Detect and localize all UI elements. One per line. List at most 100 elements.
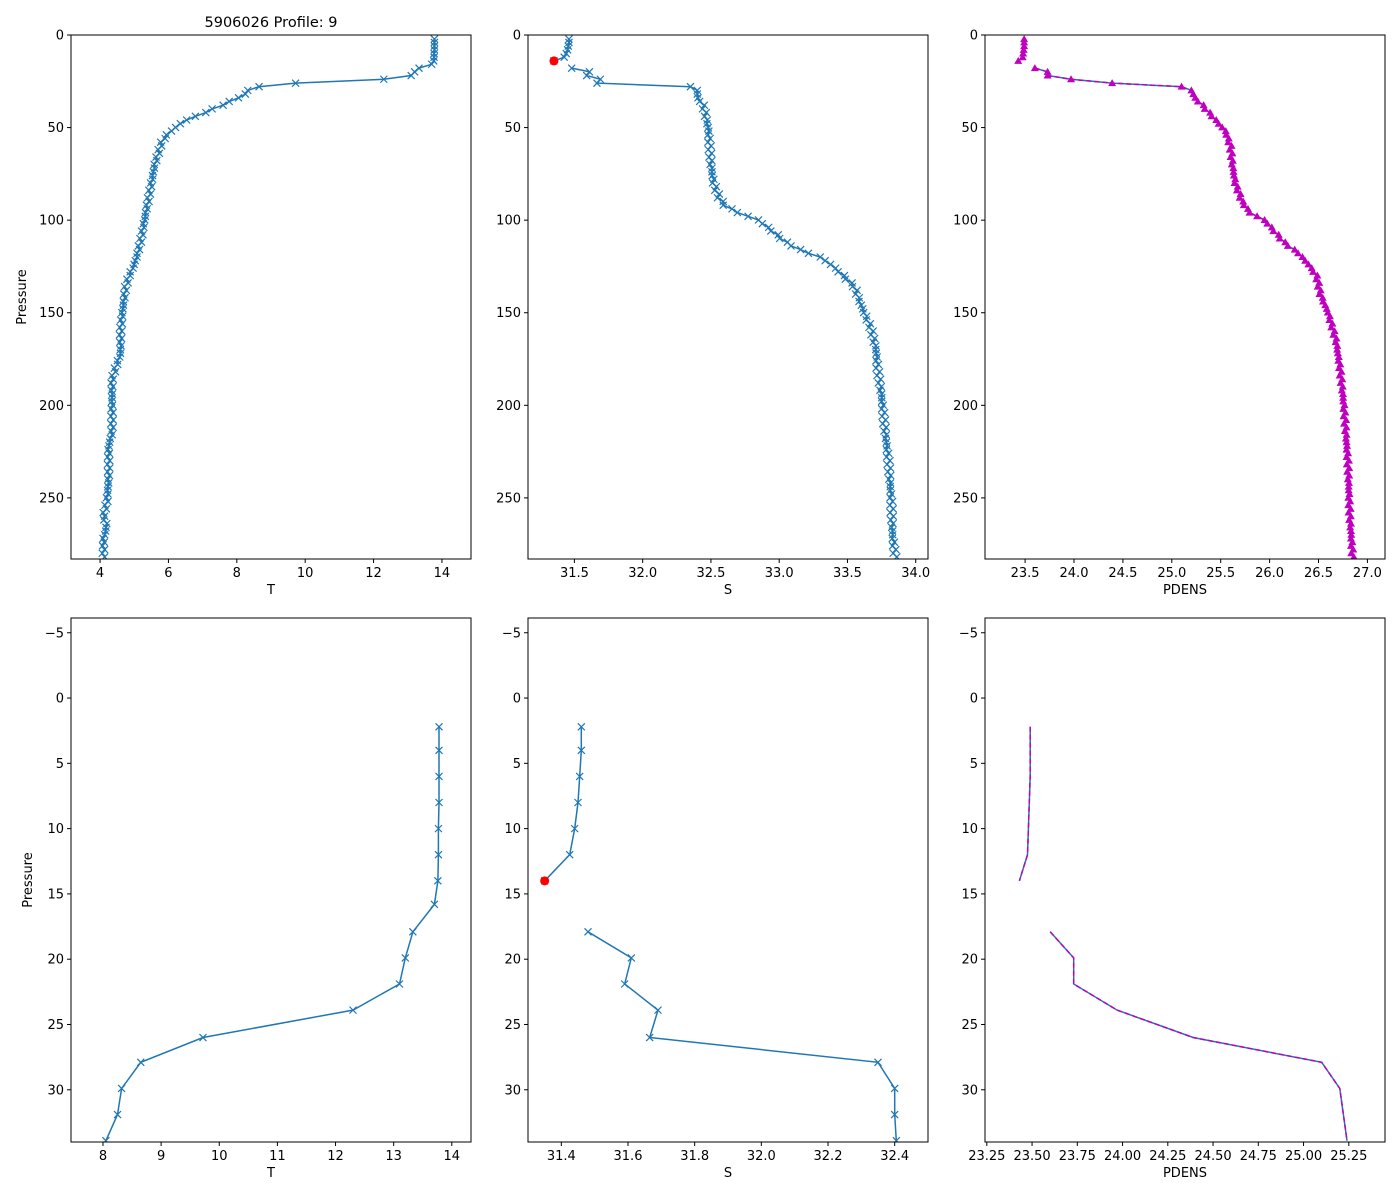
data-point-marker (700, 101, 709, 110)
y-tick-label: −5 (959, 626, 978, 641)
x-tick-label: 32.0 (747, 1149, 776, 1164)
axes-frame (70, 617, 472, 1143)
y-tick-label: 10 (961, 822, 978, 837)
x-tick-label: 23.75 (1059, 1149, 1096, 1164)
x-tick-label: 33.0 (765, 566, 794, 581)
y-tick-label: 10 (47, 822, 64, 837)
subplot-s-full: 31.5 32.0 32.5 33.0 33.5 34.0 0 50 100 150 200 250 S (496, 29, 930, 599)
series-line (1018, 726, 1031, 882)
data-point-marker (1269, 227, 1278, 235)
x-tick-label: 23.50 (1013, 1149, 1050, 1164)
data-point-marker (728, 204, 736, 213)
data-point-marker (700, 112, 709, 121)
x-tick-label: 10 (297, 566, 314, 581)
data-point-marker (1228, 156, 1237, 164)
data-point-marker (831, 264, 840, 273)
data-point-marker (1293, 249, 1302, 257)
y-tick-label: −5 (45, 626, 64, 641)
data-point-marker (877, 390, 886, 398)
data-point-marker (430, 49, 439, 58)
x-tick-label: 8 (233, 566, 241, 581)
data-point-marker (890, 538, 899, 547)
data-point-marker (775, 234, 784, 243)
y-tick-label: 0 (56, 692, 64, 707)
data-point-marker (1315, 290, 1324, 298)
x-tick-label: 25.00 (1285, 1149, 1322, 1164)
plot-area (549, 35, 901, 559)
data-point-marker (1344, 478, 1353, 486)
data-point-marker (109, 423, 118, 432)
data-point-marker (135, 245, 144, 254)
data-point-marker (1339, 393, 1348, 401)
data-point-marker (582, 71, 591, 80)
y-tick-label: 250 (39, 491, 64, 506)
y-tick-label: 15 (47, 887, 64, 902)
x-tick-label: 32.2 (814, 1149, 843, 1164)
data-point-marker (719, 197, 728, 206)
data-point-marker (105, 456, 114, 465)
data-point-marker (106, 412, 115, 421)
data-point-marker (379, 75, 388, 84)
x-tick-label: 24.0 (1060, 566, 1089, 581)
data-point-marker (869, 327, 878, 335)
plot-area (101, 722, 443, 1142)
data-point-marker (435, 746, 443, 755)
data-point-marker (103, 453, 112, 461)
data-point-marker (577, 746, 586, 755)
data-point-marker (1309, 267, 1318, 275)
data-point-marker (1221, 127, 1230, 135)
data-point-marker (1318, 293, 1327, 301)
data-point-marker (826, 260, 835, 269)
x-tick-label: 24.5 (1108, 566, 1137, 581)
data-point-marker (886, 471, 895, 480)
data-point-marker (1263, 219, 1272, 227)
x-tick-label: 32.4 (880, 1149, 909, 1164)
data-point-marker (834, 267, 842, 276)
data-point-marker (1207, 112, 1216, 120)
y-tick-label: 10 (504, 822, 521, 837)
data-point-marker (1339, 390, 1348, 398)
data-point-marker (882, 423, 891, 432)
data-point-marker (1214, 119, 1223, 127)
x-axis-label: S (724, 1166, 732, 1181)
x-tick-label: 34.0 (901, 566, 930, 581)
subplot-s-surface: 31.4 31.6 31.8 32.0 32.2 32.4 −5 0 5 10 15 20 25 30 S (502, 617, 929, 1181)
data-point-marker (1333, 341, 1342, 349)
data-point-marker (693, 86, 702, 95)
axes-frame (70, 34, 472, 560)
data-point-marker (107, 404, 116, 413)
data-point-marker (234, 93, 243, 102)
data-point-marker (115, 353, 124, 361)
data-point-marker (719, 201, 728, 210)
axes-frame (527, 617, 929, 1143)
data-point-marker (1275, 234, 1284, 242)
data-point-marker (744, 212, 753, 221)
data-point-marker (255, 82, 263, 91)
y-tick-label: 25 (47, 1018, 64, 1033)
data-point-marker (435, 772, 443, 781)
data-point-marker (407, 71, 416, 80)
y-tick-label: 25 (504, 1018, 521, 1033)
data-point-marker (1338, 382, 1347, 390)
data-point-marker (120, 282, 129, 291)
data-point-marker (880, 408, 889, 417)
data-point-marker (105, 464, 114, 473)
data-point-marker (1339, 397, 1348, 405)
data-point-marker (713, 193, 722, 202)
x-tick-label: 14 (444, 1149, 461, 1164)
data-point-marker (593, 79, 601, 88)
series-line (571, 67, 898, 558)
y-tick-label: 30 (961, 1083, 978, 1098)
y-tick-label: 5 (56, 757, 64, 772)
data-point-marker (199, 1033, 207, 1042)
data-point-marker (874, 360, 883, 369)
data-point-marker (884, 449, 893, 458)
data-point-marker (1347, 530, 1356, 538)
y-axis-label: Pressure (21, 852, 36, 908)
data-point-marker (706, 160, 714, 169)
x-tick-label: 25.25 (1330, 1149, 1367, 1164)
data-point-marker (733, 208, 742, 217)
data-point-marker (876, 375, 885, 384)
plot-area (1014, 35, 1358, 559)
data-point-marker (1274, 230, 1283, 238)
